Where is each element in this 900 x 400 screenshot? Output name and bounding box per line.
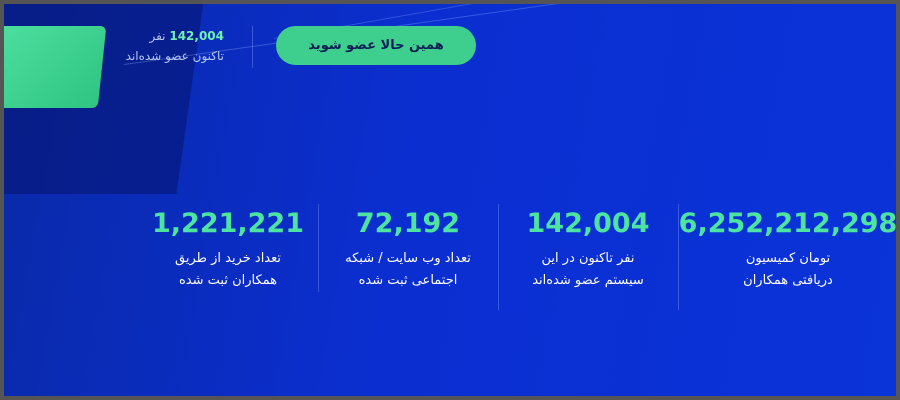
stat-label-line: تومان کمیسیون [745,251,831,266]
member-line: 142,004 نفر [126,26,224,46]
stat-label-line: تعداد خرید از طریق [174,251,282,266]
stat-item: 72,192 تعداد وب سایت / شبکه اجتماعی ثبت شد… [298,204,518,292]
stat-item: 142,004 نفر تاکنون در این سیستم عضو شده‌ان… [478,204,698,292]
background-line [123,4,896,65]
decorative-card [4,26,107,108]
stat-label-line: دریافتی همکاران [743,273,833,288]
stat-number: 142,004 [526,208,650,239]
stat-label-line: تعداد وب سایت / شبکه [345,251,471,266]
separator [678,204,679,310]
member-unit: نفر [149,29,166,43]
stat-number: 6,252,212,298 [678,208,898,239]
stat-number: 72,192 [355,208,461,239]
separator [252,26,253,68]
separator [498,204,499,310]
join-button[interactable]: همین حالا عضو شوید [276,26,476,65]
stat-label: تعداد خرید از طریق همکاران ثبت شده [118,248,338,292]
separator [318,204,319,292]
member-count: 142,004 [169,29,224,43]
stat-item: 1,221,221 تعداد خرید از طریق همکاران ثبت ش… [118,204,338,292]
stat-label-line: نفر تاکنون در این [541,251,635,266]
stat-label-line: سیستم عضو شده‌اند [532,273,644,288]
stat-number: 1,221,221 [151,208,305,239]
member-info: 142,004 نفر تاکنون عضو شده‌اند [126,26,224,66]
stat-label-line: همکاران ثبت شده [178,273,278,288]
stat-label: نفر تاکنون در این سیستم عضو شده‌اند [478,248,698,292]
stat-label: تعداد وب سایت / شبکه اجتماعی ثبت شده [298,248,518,292]
member-text: تاکنون عضو شده‌اند [125,49,224,63]
stat-label-line: اجتماعی ثبت شده [358,273,458,288]
stat-label: تومان کمیسیون دریافتی همکاران [678,248,896,292]
stat-item: 6,252,212,298 تومان کمیسیون دریافتی همکارا… [678,204,898,292]
